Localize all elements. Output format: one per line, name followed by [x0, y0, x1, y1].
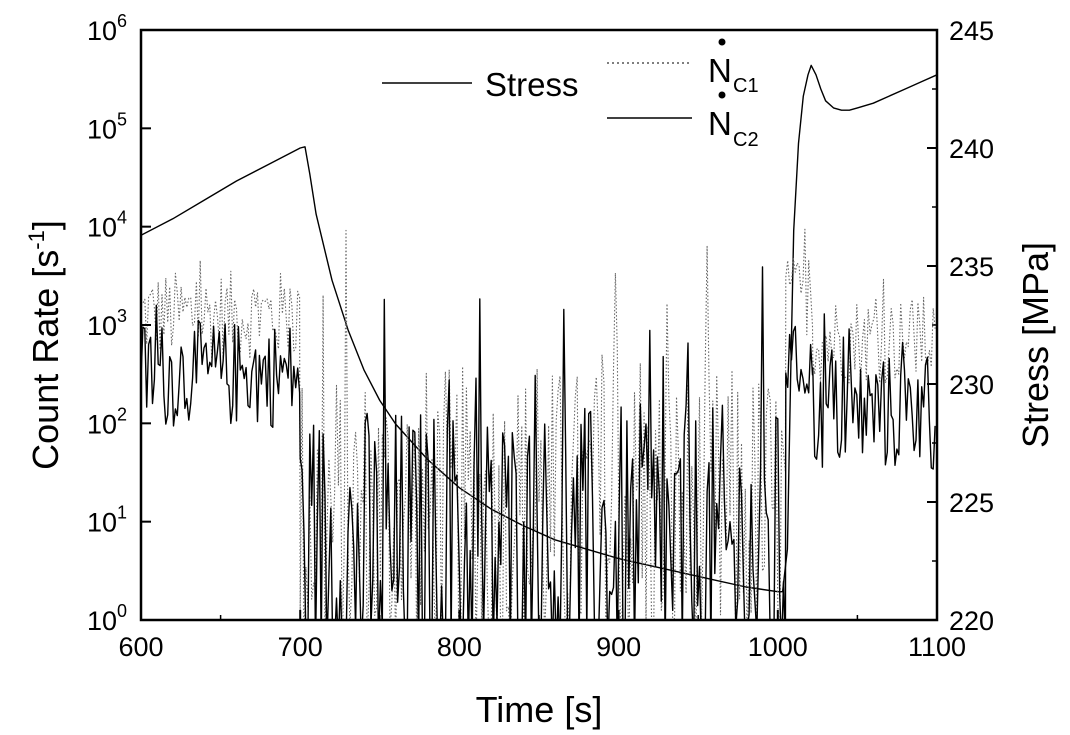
legend-nc2-subscript: C2 — [733, 129, 759, 151]
legend-nc1-subscript: C1 — [733, 75, 759, 97]
legend-nc1-dot-icon — [718, 38, 726, 46]
x-axis: 600 700 800 900 1000 1100 — [118, 610, 966, 662]
right-y-axis-title: Stress [MPa] — [1015, 242, 1056, 448]
x-tick-label: 600 — [118, 632, 163, 662]
left-tick-label: 103 — [87, 306, 127, 341]
left-tick-label: 105 — [87, 109, 127, 144]
x-axis-title: Time [s] — [476, 689, 603, 730]
left-y-axis-title-unit-exp: -1 — [24, 230, 49, 250]
x-tick-label: 900 — [596, 632, 641, 662]
left-y-axis-title-main: Count Rate — [25, 288, 66, 470]
legend-stress-label: Stress — [485, 66, 579, 103]
left-y-axis-title-unit-open: [s — [25, 250, 66, 288]
left-tick-label: 104 — [87, 208, 127, 243]
legend-nc1-label: N — [708, 52, 732, 89]
series-line-2 — [141, 266, 936, 620]
left-tick-label: 100 — [87, 601, 127, 636]
left-tick-label: 101 — [87, 503, 127, 538]
right-tick-label: 220 — [949, 606, 994, 636]
left-y-axis: 100 101 102 103 104 105 106 — [87, 11, 151, 636]
right-y-axis: 220 225 230 235 240 245 — [927, 16, 994, 636]
left-tick-label: 102 — [87, 404, 127, 439]
right-tick-label: 245 — [949, 16, 994, 46]
x-tick-label: 1100 — [908, 632, 966, 662]
x-tick-label: 800 — [437, 632, 482, 662]
series-line-0 — [141, 64, 937, 593]
legend-nc2-label: N — [708, 105, 732, 142]
x-tick-label: 700 — [278, 632, 323, 662]
left-tick-label: 106 — [87, 11, 127, 46]
legend: Stress N C1 N C2 — [382, 38, 759, 151]
series-layer — [141, 64, 937, 620]
left-y-axis-title: Count Rate [s-1] — [24, 220, 66, 470]
legend-nc2-dot-icon — [718, 91, 726, 99]
right-tick-label: 230 — [949, 370, 994, 400]
right-tick-label: 225 — [949, 488, 994, 518]
x-tick-label: 1000 — [748, 632, 808, 662]
right-tick-label: 235 — [949, 252, 994, 282]
right-tick-label: 240 — [949, 134, 994, 164]
series-line-1 — [141, 228, 936, 620]
left-y-axis-title-unit-close: ] — [25, 220, 66, 230]
